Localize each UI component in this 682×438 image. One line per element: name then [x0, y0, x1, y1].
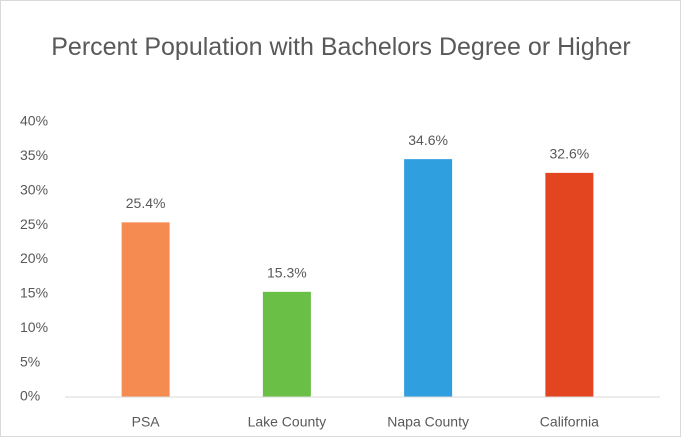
value-label: 15.3%: [267, 265, 307, 281]
value-label: 32.6%: [550, 146, 590, 162]
value-label: 34.6%: [408, 132, 448, 148]
bar: [404, 159, 453, 397]
y-tick-label: 15%: [20, 285, 48, 301]
y-tick-label: 20%: [20, 250, 48, 266]
y-tick-label: 5%: [20, 353, 40, 369]
x-tick-label: PSA: [132, 414, 161, 430]
bar: [121, 222, 170, 397]
y-tick-label: 0%: [20, 388, 40, 404]
x-tick-label: California: [540, 414, 599, 430]
y-tick-label: 10%: [20, 319, 48, 335]
chart-title: Percent Population with Bachelors Degree…: [51, 33, 631, 61]
bar: [262, 291, 311, 397]
x-tick-label: Napa County: [387, 414, 469, 430]
value-label: 25.4%: [126, 195, 166, 211]
y-tick-label: 40%: [20, 113, 48, 129]
y-tick-label: 30%: [20, 181, 48, 197]
y-tick-label: 35%: [20, 147, 48, 163]
x-tick-label: Lake County: [248, 414, 327, 430]
y-tick-label: 25%: [20, 216, 48, 232]
bar: [545, 172, 594, 397]
